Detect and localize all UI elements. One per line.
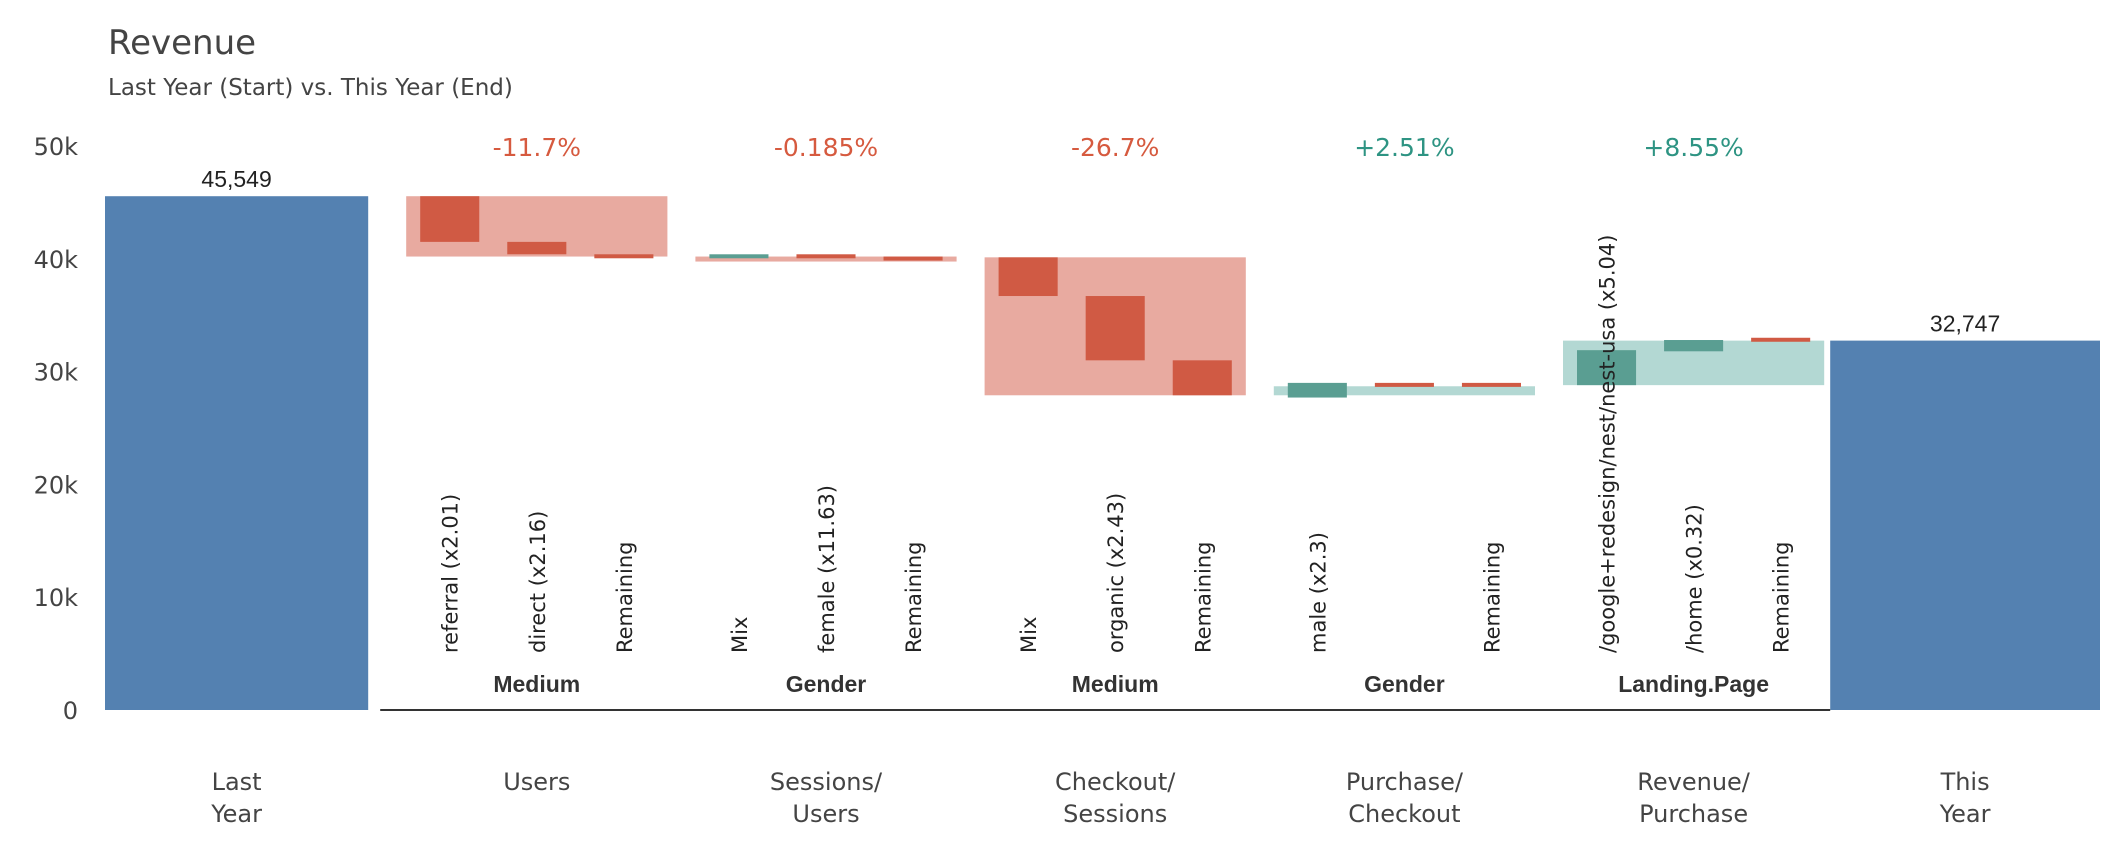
segment-bar [1751,337,1811,342]
step-range-box [695,256,957,262]
dimension-label: Landing.Page [1618,671,1769,697]
category-label: Last Year [210,768,262,828]
step-percent-label: +2.51% [1354,133,1454,162]
step-percent-label: -11.7% [493,133,581,162]
step-percent-label: -0.185% [774,133,878,162]
chart-title: Revenue [108,23,256,63]
segment-label: Remaining [1191,541,1215,653]
segment-bar [1577,350,1637,386]
y-axis: 0 10k 20k 30k 40k 50k [34,133,79,725]
segment-bar [1172,360,1232,396]
segment-label: /home (x0.32) [1683,504,1707,653]
category-label: Checkout/Sessions [1055,768,1176,828]
segment-bar [883,256,943,261]
segment-bar [998,257,1058,297]
segment-bar [420,196,480,242]
segment-bar [507,241,567,255]
segment-bar [594,254,654,259]
category-label: Users [503,768,570,796]
end-value-label: 32,747 [1930,311,2000,337]
start-bar [105,196,369,710]
step-range-box [1273,386,1535,396]
y-tick-label: 50k [34,133,79,161]
segment-bar [796,254,856,259]
end-bar [1830,340,2100,710]
chart-subtitle: Last Year (Start) vs. This Year (End) [108,75,513,101]
segment-label: /google+redesign/nest/nest-usa (x5.04) [1596,235,1620,653]
dimension-label: Medium [493,671,580,697]
start-value-label: 45,549 [201,166,271,192]
segment-label: female (x11.63) [815,485,839,653]
segment-label: male (x2.3) [1306,532,1330,653]
segment-label: Mix [1017,617,1041,653]
y-tick-label: 0 [63,697,78,725]
segment-bar [1287,382,1347,398]
segment-bar [1085,296,1145,361]
segment-label: Remaining [1480,541,1504,653]
dimension-label: Medium [1072,671,1159,697]
y-tick-label: 10k [34,584,79,612]
segment-label: Remaining [902,541,926,653]
labels: 45,549 Last Year 32,747 This Year referral (x2… [201,133,2000,828]
segment-label: Mix [728,617,752,653]
step-percent-label: -26.7% [1071,133,1159,162]
segment-bar [1374,382,1434,387]
category-label: This Year [1939,768,1991,828]
segment-label: referral (x2.01) [439,494,463,653]
segment-label: direct (x2.16) [526,511,550,653]
dimension-label: Gender [786,671,867,697]
bars [105,196,2100,711]
y-tick-label: 20k [34,471,79,499]
segment-bar [709,254,769,259]
category-label: Sessions/Users [770,768,883,828]
category-label: Purchase/Checkout [1346,768,1464,828]
segment-label: Remaining [613,541,637,653]
segment-bar [1664,340,1724,352]
dimension-label: Gender [1364,671,1445,697]
step-percent-label: +8.55% [1643,133,1743,162]
y-tick-label: 30k [34,359,79,387]
y-tick-label: 40k [34,246,79,274]
segment-bar [1461,382,1521,387]
segment-label: organic (x2.43) [1104,493,1128,653]
category-label: Revenue/Purchase [1637,768,1751,828]
segment-label: Remaining [1770,541,1794,653]
